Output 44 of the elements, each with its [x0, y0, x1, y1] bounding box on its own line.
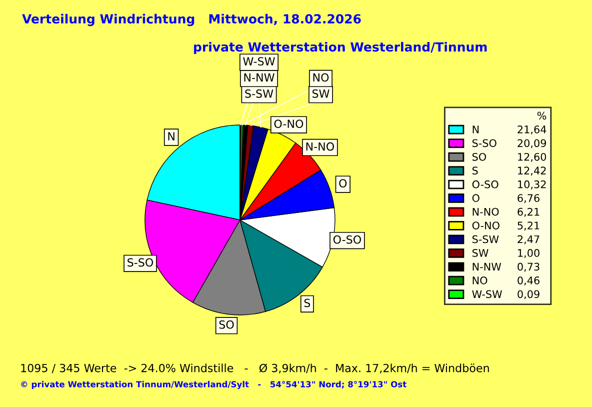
- data-label: 1,00: [518, 249, 540, 258]
- legend-label: O-SO: [472, 180, 498, 188]
- slice-label: N-NO: [306, 142, 334, 151]
- slice-label: S: [304, 298, 310, 308]
- slice-label: N-NW: [244, 73, 274, 82]
- legend-label: SO: [472, 152, 486, 161]
- data-label: 0,46: [518, 276, 540, 286]
- legend-label: N-NO: [472, 208, 499, 216]
- data-label: 10,32: [518, 180, 546, 190]
- data-label: 12,60: [518, 152, 546, 162]
- data-label: 2,47: [518, 235, 540, 244]
- legend-label: N-NW: [472, 262, 502, 270]
- slice-label: SO: [219, 320, 234, 329]
- legend-label: O-NO: [472, 222, 500, 230]
- data-label: 5,21: [518, 222, 540, 231]
- slice-label: SW: [312, 89, 330, 98]
- data-label: 0,09: [518, 290, 540, 300]
- text: © private Wetterstation Tinnum/Westerland/Sylt - 54°54'13" Nord; 8°19'13" Ost: [21, 380, 406, 390]
- chart-subtitle: private Wetterstation Westerland/Tinnum: [194, 42, 487, 54]
- legend-label: O: [472, 194, 480, 202]
- data-label: 6,76: [518, 194, 540, 204]
- chart-title: Verteilung Windrichtung Mittwoch, 18.02.2026: [22, 14, 361, 26]
- legend-label: W-SW: [472, 290, 502, 298]
- data-label: 21,64: [518, 125, 546, 134]
- legend-label: S-SW: [472, 235, 499, 244]
- legend-label: S-SO: [472, 139, 496, 148]
- slice-label: N: [168, 132, 174, 140]
- legend-label: NO: [472, 276, 488, 284]
- slice-label: NO: [313, 73, 329, 82]
- legend-label: S: [472, 166, 478, 175]
- data-label: 6,21: [518, 208, 540, 217]
- text: 1095 / 345 Werte -> 24.0% Windstille - Ø 3,9km/h - Max. 17,2km/h = Windböen: [21, 364, 489, 374]
- slice-label: W-SW: [243, 57, 275, 66]
- legend-label: SW: [472, 249, 488, 257]
- data-label: 20,09: [518, 139, 546, 148]
- legend-label: N: [472, 126, 479, 134]
- legend-title: %: [537, 112, 546, 120]
- data-label: 12,42: [518, 166, 546, 176]
- slice-label: O: [339, 179, 347, 188]
- data-label: 0,73: [518, 262, 540, 272]
- slice-label: S-SO: [128, 258, 154, 267]
- slice-label: O-NO: [274, 120, 304, 128]
- slice-label: S-SW: [245, 89, 274, 98]
- slice-label: O-SO: [333, 235, 361, 244]
